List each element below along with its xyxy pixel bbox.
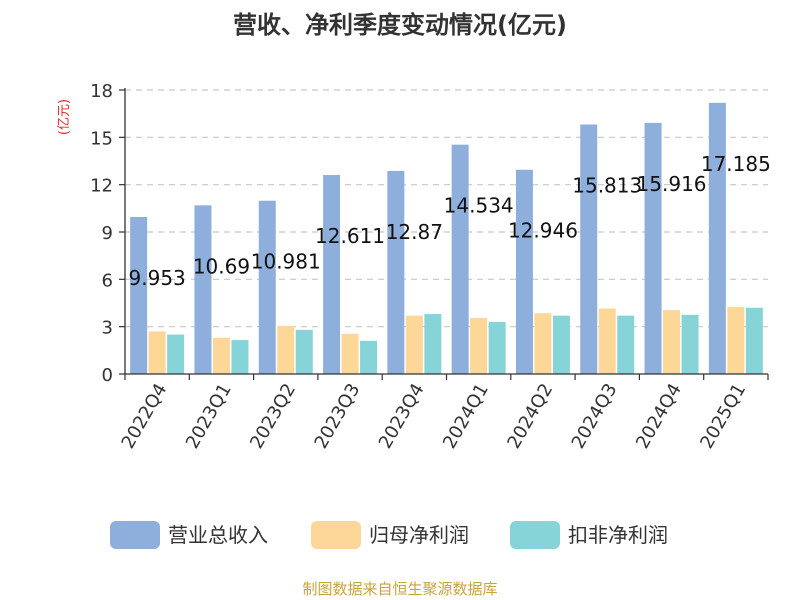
data-label: 12.611 <box>315 224 385 248</box>
legend-label: 扣非净利润 <box>568 523 668 547</box>
bar-归母净利润 <box>341 333 359 374</box>
bar-扣非净利润 <box>231 340 249 374</box>
bar-营业总收入 <box>451 144 469 374</box>
x-tick-label: 2024Q3 <box>568 380 622 452</box>
chart-title: 营收、净利季度变动情况(亿元) <box>233 11 567 39</box>
bar-营业总收入 <box>580 124 598 374</box>
y-tick-label: 3 <box>102 318 113 339</box>
bar-归母净利润 <box>663 310 681 374</box>
x-tick-label: 2023Q2 <box>246 380 300 452</box>
bar-营业总收入 <box>515 169 533 374</box>
legend-swatch <box>311 521 361 549</box>
legend-label: 营业总收入 <box>168 523 268 547</box>
x-tick-label: 2024Q1 <box>439 380 493 452</box>
bar-营业总收入 <box>258 200 276 374</box>
bar-扣非净利润 <box>167 334 185 374</box>
bar-归母净利润 <box>727 306 745 374</box>
bar-归母净利润 <box>470 317 488 374</box>
x-tick-label: 2023Q1 <box>182 380 236 452</box>
x-tick-label: 2023Q3 <box>310 380 364 452</box>
axes: 0 3 6 9 12 15 18 2022Q4 2023Q1 2023Q2 2023Q3 2023Q4… <box>90 81 769 452</box>
bars <box>130 102 763 374</box>
data-label: 10.981 <box>251 250 321 274</box>
legend: 营业总收入 归母净利润 扣非净利润 <box>110 521 668 549</box>
bar-归母净利润 <box>148 331 166 374</box>
y-tick-label: 0 <box>102 365 113 386</box>
bar-扣非净利润 <box>617 315 635 374</box>
x-tick-label: 2023Q4 <box>375 380 429 452</box>
bar-归母净利润 <box>277 325 295 374</box>
y-tick-label: 12 <box>90 176 113 197</box>
bar-归母净利润 <box>598 308 616 374</box>
bar-营业总收入 <box>194 205 212 374</box>
bar-扣非净利润 <box>745 307 763 374</box>
data-label: 15.813 <box>572 174 642 198</box>
bar-营业总收入 <box>130 216 148 374</box>
x-tick-label: 2024Q2 <box>503 380 557 452</box>
bar-归母净利润 <box>534 313 552 374</box>
data-label: 9.953 <box>129 266 186 290</box>
bar-扣非净利润 <box>681 314 699 374</box>
x-tick-label: 2024Q4 <box>632 380 686 452</box>
source-note: 制图数据来自恒生聚源数据库 <box>302 580 497 598</box>
legend-swatch <box>110 521 160 549</box>
y-axis-unit-label: (亿元) <box>57 99 72 135</box>
x-tick-label: 2025Q1 <box>696 380 750 452</box>
bar-扣非净利润 <box>295 329 313 374</box>
bar-扣非净利润 <box>488 321 506 374</box>
data-label: 10.69 <box>193 254 250 278</box>
bar-营业总收入 <box>644 122 662 374</box>
data-label: 14.534 <box>444 194 514 218</box>
data-label: 17.185 <box>701 152 771 176</box>
grid-lines <box>125 89 768 328</box>
y-tick-label: 9 <box>102 223 113 244</box>
bar-归母净利润 <box>212 337 230 374</box>
legend-swatch <box>510 521 560 549</box>
bar-归母净利润 <box>405 315 423 374</box>
bar-营业总收入 <box>323 175 341 374</box>
bar-营业总收入 <box>708 102 726 374</box>
y-tick-label: 6 <box>102 270 113 291</box>
bar-扣非净利润 <box>552 315 570 374</box>
x-tick-label: 2022Q4 <box>118 380 172 452</box>
data-label: 15.916 <box>637 172 707 196</box>
bar-营业总收入 <box>387 170 405 374</box>
y-tick-label: 18 <box>90 81 113 102</box>
data-label: 12.946 <box>508 219 578 243</box>
y-tick-label: 15 <box>90 128 113 149</box>
legend-label: 归母净利润 <box>369 523 469 547</box>
bar-扣非净利润 <box>360 340 378 374</box>
data-label: 12.87 <box>386 220 443 244</box>
bar-扣非净利润 <box>424 314 442 374</box>
